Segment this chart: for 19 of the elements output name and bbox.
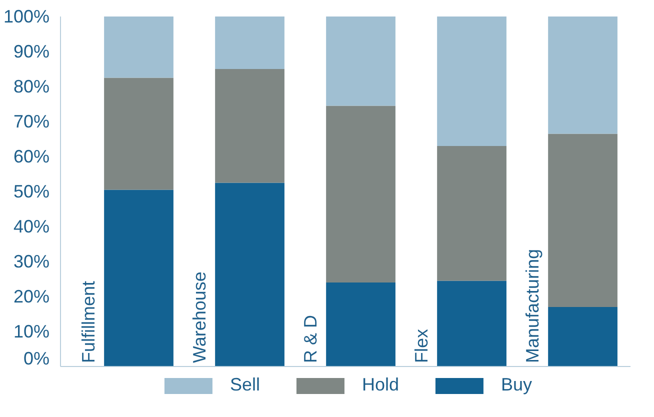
legend-label: Sell [230, 374, 260, 396]
x-tick-label: Manufacturing [522, 248, 542, 363]
y-tick-label: 0% [23, 348, 50, 368]
y-tick-label: 10% [13, 322, 50, 342]
y-tick-label: 50% [13, 182, 50, 202]
y-tick-label: 60% [13, 146, 50, 166]
y-tick-label: 70% [13, 112, 50, 132]
y-tick-label: 30% [13, 252, 50, 272]
y-tick-label: 80% [13, 76, 50, 96]
legend-label: Hold [362, 374, 400, 396]
x-tick-label: R & D [300, 314, 320, 363]
x-tick-label: Warehouse [189, 272, 210, 363]
x-tick-label: Fulfillment [78, 280, 98, 363]
legend-label: Buy [501, 374, 532, 396]
x-tick-label: Flex [411, 328, 432, 363]
y-tick-label: 100% [3, 6, 50, 26]
y-tick-label: 40% [13, 216, 50, 236]
y-tick-label: 90% [13, 42, 50, 62]
y-tick-label: 20% [13, 286, 50, 306]
